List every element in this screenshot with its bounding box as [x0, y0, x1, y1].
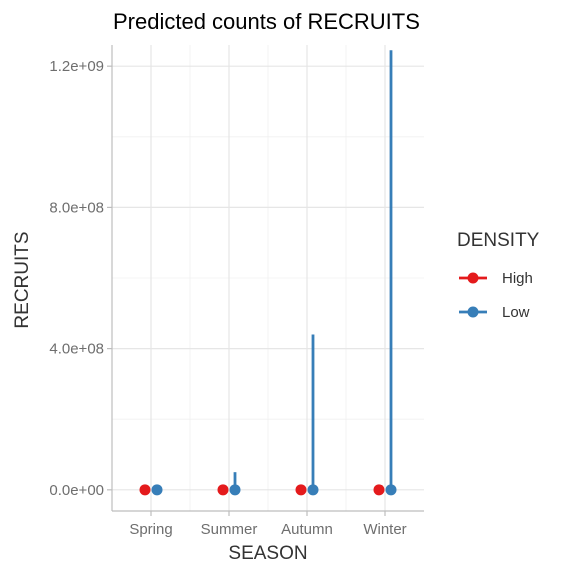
legend-title: DENSITY	[457, 230, 540, 251]
data-marks	[139, 50, 397, 496]
data-point	[295, 484, 307, 496]
legend-label: Low	[502, 304, 530, 321]
y-axis-title: RECRUITS	[12, 231, 33, 328]
y-ticks: 0.0e+00 4.0e+08 8.0e+08 1.2e+09	[49, 58, 112, 499]
y-tick-label: 0.0e+00	[49, 482, 104, 499]
legend-key-point	[467, 306, 479, 318]
x-tick-label: Spring	[129, 521, 172, 538]
grid	[112, 45, 424, 511]
x-axis-title: SEASON	[228, 543, 307, 564]
data-point	[151, 484, 163, 496]
data-point	[373, 484, 385, 496]
chart-title: Predicted counts of RECRUITS	[113, 9, 420, 34]
y-tick-label: 4.0e+08	[49, 341, 104, 358]
legend-key-point	[467, 272, 479, 284]
data-point	[307, 484, 319, 496]
data-point	[139, 484, 151, 496]
data-point	[229, 484, 241, 496]
axes	[111, 45, 424, 512]
x-ticks: Spring Summer Autumn Winter	[129, 511, 407, 538]
data-point	[385, 484, 397, 496]
x-tick-label: Summer	[201, 521, 258, 538]
x-tick-label: Winter	[363, 521, 406, 538]
y-tick-label: 8.0e+08	[49, 199, 104, 216]
legend: DENSITY High Low	[457, 230, 540, 321]
y-tick-label: 1.2e+09	[49, 58, 104, 75]
legend-label: High	[502, 270, 533, 287]
x-tick-label: Autumn	[281, 521, 333, 538]
data-point	[217, 484, 229, 496]
